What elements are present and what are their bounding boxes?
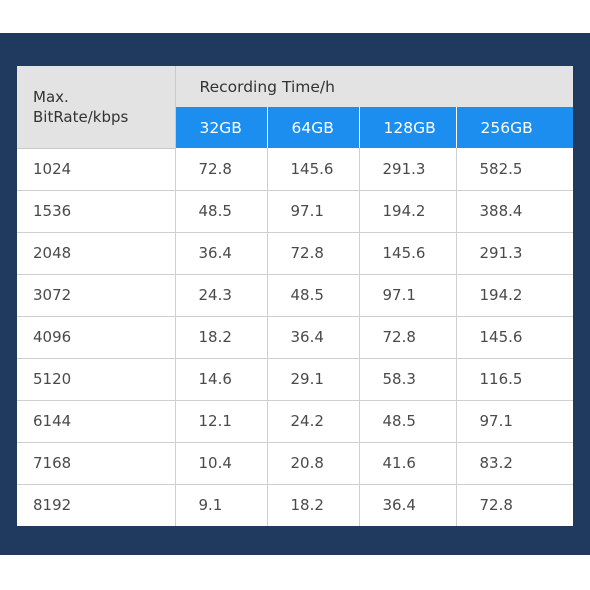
time-cell: 97.1 xyxy=(266,189,359,232)
time-cell: 41.6 xyxy=(358,441,456,484)
time-cell: 9.1 xyxy=(174,483,267,526)
capacity-header-256gb: 256GB xyxy=(455,107,573,148)
bitrate-cell: 1024 xyxy=(33,160,72,178)
bitrate-cell: 1536 xyxy=(17,189,175,232)
time-cell: 388.4 xyxy=(455,189,573,232)
bitrate-column-header: Max. BitRate/kbps xyxy=(17,66,176,149)
time-cell: 29.1 xyxy=(266,357,359,400)
time-cell: 58.3 xyxy=(358,357,456,400)
bitrate-cell: 3072 xyxy=(17,273,175,316)
bitrate-cell: 8192 xyxy=(17,483,175,526)
time-cell: 97.1 xyxy=(455,399,573,442)
table-row: 6144 12.1 24.2 48.5 97.1 xyxy=(17,399,573,442)
table-row: 3072 24.3 48.5 97.1 194.2 xyxy=(17,273,573,316)
bitrate-cell: 5120 xyxy=(17,357,175,400)
time-cell: 18.2 xyxy=(174,315,267,358)
time-cell: 72.8 xyxy=(358,315,456,358)
bitrate-cell: 7168 xyxy=(17,441,175,484)
table-row: 4096 18.2 36.4 72.8 145.6 xyxy=(17,315,573,358)
table-row: 5120 14.6 29.1 58.3 116.5 xyxy=(17,357,573,400)
table-header: Max. BitRate/kbps Recording Time/h 32GB … xyxy=(17,66,573,149)
recording-time-header: Recording Time/h xyxy=(175,66,573,107)
time-cell: 10.4 xyxy=(174,441,267,484)
capacity-header-128gb: 128GB xyxy=(358,107,456,148)
time-cell: 145.6 xyxy=(455,315,573,358)
time-cell: 145.6 xyxy=(266,148,359,190)
time-cell: 116.5 xyxy=(455,357,573,400)
recording-time-table: Max. BitRate/kbps Recording Time/h 32GB … xyxy=(17,66,573,526)
time-cell: 291.3 xyxy=(455,231,573,274)
table-row: 1536 48.5 97.1 194.2 388.4 xyxy=(17,189,573,232)
capacity-header-32gb: 32GB xyxy=(175,107,267,148)
time-cell: 36.4 xyxy=(266,315,359,358)
time-cell: 194.2 xyxy=(455,273,573,316)
time-cell: 14.6 xyxy=(174,357,267,400)
time-cell: 36.4 xyxy=(174,231,267,274)
time-cell: 20.8 xyxy=(266,441,359,484)
bitrate-header-line2: BitRate/kbps xyxy=(33,107,129,126)
time-cell: 72.8 xyxy=(266,231,359,274)
table-row: 8192 9.1 18.2 36.4 72.8 xyxy=(17,483,573,526)
time-cell: 83.2 xyxy=(455,441,573,484)
time-cell: 48.5 xyxy=(174,189,267,232)
time-cell: 145.6 xyxy=(358,231,456,274)
table-row: 2048 36.4 72.8 145.6 291.3 xyxy=(17,231,573,274)
time-cell: 48.5 xyxy=(266,273,359,316)
time-cell: 36.4 xyxy=(358,483,456,526)
time-cell: 24.3 xyxy=(174,273,267,316)
time-cell: 97.1 xyxy=(358,273,456,316)
time-cell: 24.2 xyxy=(266,399,359,442)
time-cell: 72.8 xyxy=(174,148,267,190)
time-cell: 48.5 xyxy=(358,399,456,442)
time-cell: 72.8 xyxy=(455,483,573,526)
capacity-header-64gb: 64GB xyxy=(266,107,359,148)
bitrate-header-line1: Max. xyxy=(33,87,69,106)
bitrate-cell: 6144 xyxy=(17,399,175,442)
time-cell: 12.1 xyxy=(174,399,267,442)
bitrate-cell: 2048 xyxy=(17,231,175,274)
table-row: 7168 10.4 20.8 41.6 83.2 xyxy=(17,441,573,484)
time-cell: 291.3 xyxy=(358,148,456,190)
bitrate-cell: 4096 xyxy=(17,315,175,358)
time-cell: 582.5 xyxy=(455,148,573,190)
time-cell: 18.2 xyxy=(266,483,359,526)
table-row: 1024 72.8 145.6 291.3 582.5 xyxy=(17,148,573,190)
table-body: 1024 72.8 145.6 291.3 582.5 1536 48.5 97… xyxy=(17,148,573,526)
time-cell: 194.2 xyxy=(358,189,456,232)
